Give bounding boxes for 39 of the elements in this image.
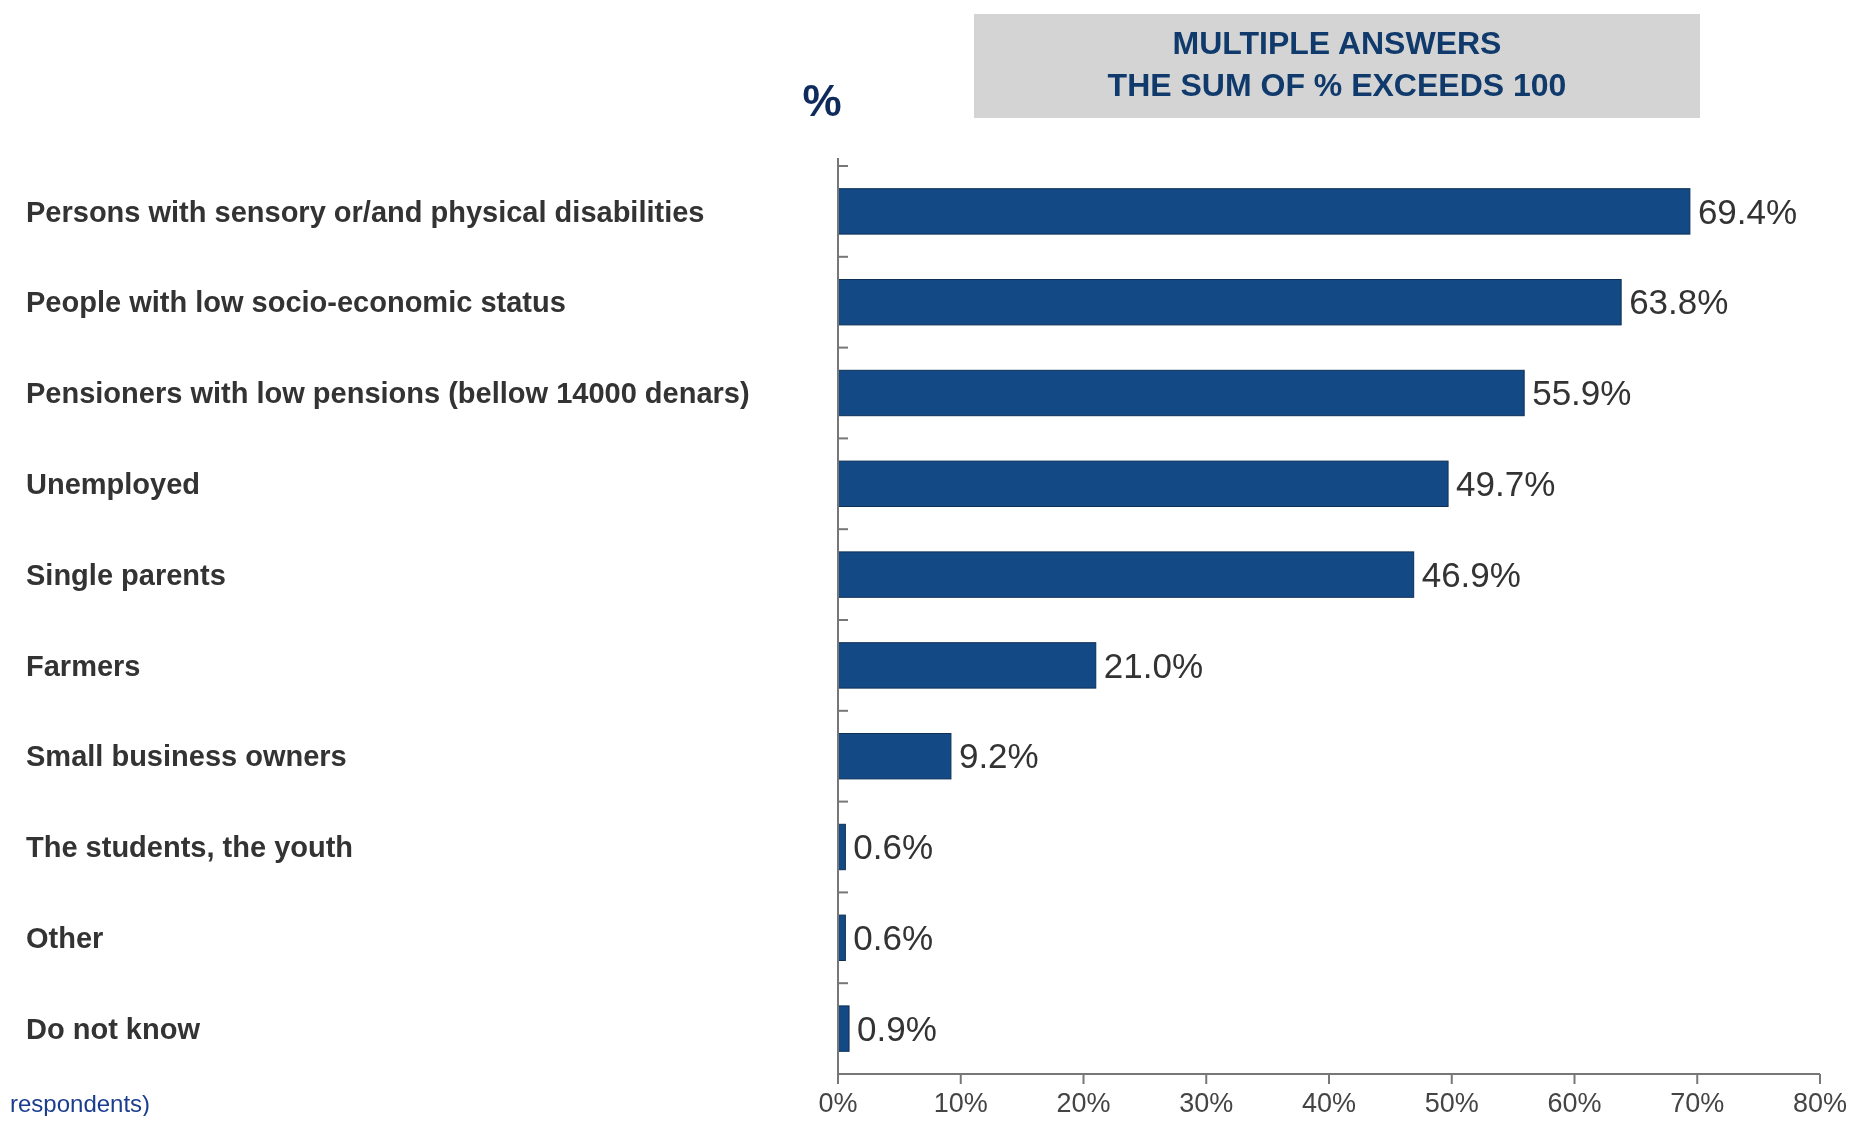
x-tick-label: 70% [1670, 1088, 1725, 1118]
data-label: 0.6% [853, 918, 934, 958]
data-label: 63.8% [1629, 282, 1729, 322]
x-tick-label: 0% [818, 1088, 858, 1118]
bar [837, 1005, 850, 1052]
data-label: 9.2% [958, 736, 1039, 776]
y-tick-label: Single parents [26, 558, 226, 591]
text: MULTIPLE ANSWERS THE SUM OF % EXCEEDS 100 [1107, 25, 1567, 103]
x-tick-label: 60% [1547, 1088, 1602, 1118]
bar [837, 642, 1097, 689]
x-tick-label: 20% [1056, 1088, 1111, 1118]
x-tick-label: 40% [1301, 1088, 1357, 1118]
y-tick-label: Farmers [26, 649, 141, 682]
bar [837, 733, 952, 780]
y-tick-label: Persons with sensory or/and physical disabilities [26, 195, 705, 228]
x-tick-label: 80% [1792, 1088, 1848, 1118]
data-label: 49.7% [1456, 464, 1556, 504]
bar [837, 279, 1622, 326]
bar [837, 188, 1691, 235]
x-axis-title: % [802, 76, 842, 125]
y-tick-label: Pensioners with low pensions (bellow 14000 denars) [26, 377, 750, 410]
data-label: 21.0% [1103, 645, 1204, 685]
y-tick-label: Unemployed [26, 467, 201, 500]
data-label: 0.6% [853, 827, 934, 867]
bar [837, 460, 1449, 507]
y-tick-label: People with low socio-economic status [26, 286, 566, 319]
y-tick-label: Small business owners [26, 740, 347, 773]
x-tick-label: 50% [1424, 1088, 1479, 1118]
y-tick-label: Do not know [26, 1012, 201, 1045]
y-tick-label: The students, the youth [26, 831, 354, 864]
data-label: 0.9% [857, 1008, 937, 1048]
data-label: 46.9% [1421, 554, 1521, 594]
x-tick-label: 30% [1179, 1088, 1234, 1118]
bar [837, 369, 1525, 417]
bar [837, 551, 1415, 598]
data-label: 69.4% [1697, 191, 1798, 231]
x-tick-label: 10% [933, 1088, 988, 1118]
data-label: 55.9% [1532, 373, 1632, 413]
y-tick-label: Other [26, 921, 104, 954]
